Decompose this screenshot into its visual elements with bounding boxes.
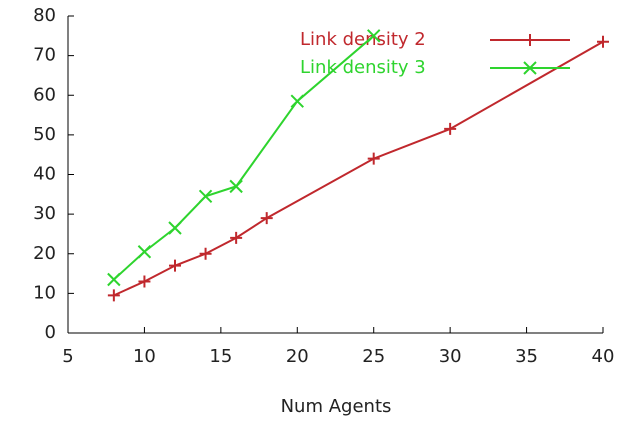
marker <box>524 34 536 46</box>
marker <box>230 231 243 244</box>
marker <box>523 61 537 75</box>
y-tick-label: 20 <box>33 243 56 264</box>
x-tick-label: 15 <box>209 346 232 367</box>
marker <box>444 122 457 135</box>
legend-label: Link density 2 <box>300 29 426 50</box>
marker <box>169 259 181 272</box>
y-tick-label: 0 <box>45 322 56 343</box>
marker <box>107 272 121 287</box>
series-line <box>113 40 604 297</box>
marker <box>260 212 273 225</box>
y-tick-label: 70 <box>33 45 56 66</box>
marker <box>199 247 212 260</box>
y-tick-label: 60 <box>33 84 56 105</box>
marker <box>168 221 182 235</box>
x-tick-label: 20 <box>286 346 309 367</box>
x-tick-label: 5 <box>62 346 73 367</box>
y-tick-label: 50 <box>33 124 56 145</box>
y-tick-label: 30 <box>33 203 56 224</box>
marker <box>229 179 243 194</box>
marker <box>198 189 213 204</box>
x-tick-label: 25 <box>362 346 385 367</box>
marker <box>367 29 381 43</box>
x-axis-label: Num Agents <box>281 396 392 417</box>
marker <box>138 275 151 288</box>
marker <box>367 152 380 165</box>
marker <box>137 245 152 259</box>
marker <box>107 289 120 302</box>
y-tick-label: 10 <box>33 282 56 303</box>
x-tick-label: 40 <box>592 346 615 367</box>
y-tick-label: 40 <box>33 164 56 185</box>
legend-label: Link density 3 <box>300 57 426 78</box>
marker <box>290 94 304 108</box>
x-tick-label: 35 <box>515 346 538 367</box>
y-tick-label: 80 <box>33 5 56 26</box>
x-tick-label: 10 <box>133 346 156 367</box>
x-tick-label: 30 <box>439 346 462 367</box>
marker <box>597 35 609 48</box>
